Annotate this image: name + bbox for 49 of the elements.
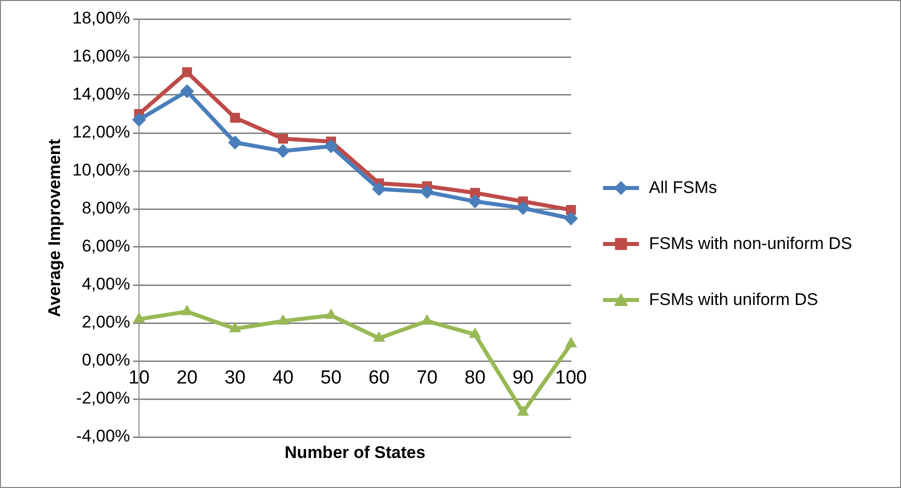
point	[180, 304, 194, 316]
y-tick-label: 14,00%	[72, 84, 130, 104]
point	[276, 314, 290, 325]
point	[182, 67, 192, 78]
legend-label: FSMs with uniform DS	[649, 289, 818, 311]
point	[230, 112, 240, 123]
y-tick-label: 4,00%	[82, 274, 130, 294]
point	[420, 314, 434, 325]
point	[564, 212, 578, 226]
legend-label: FSMs with non-uniform DS	[649, 233, 852, 255]
point	[228, 136, 242, 150]
x-tick-label: 40	[272, 368, 294, 389]
x-tick-label: 20	[176, 368, 198, 389]
y-tick-label: 8,00%	[82, 198, 130, 218]
y-axis-title: Average Improvement	[44, 138, 64, 317]
point	[468, 327, 482, 338]
point	[324, 139, 338, 154]
x-axis-title: Number of States	[284, 443, 426, 462]
point	[372, 182, 386, 196]
x-tick-label: 50	[320, 368, 342, 389]
y-tick-label: 18,00%	[72, 8, 130, 28]
x-tick-label: 30	[224, 368, 246, 389]
point	[564, 336, 578, 348]
legend-label: All FSMs	[649, 177, 717, 199]
y-tick-label: 10,00%	[72, 160, 130, 180]
y-tick-label: 16,00%	[72, 46, 130, 66]
point	[228, 322, 242, 332]
point	[372, 331, 386, 342]
x-tick-label: 60	[368, 368, 390, 389]
y-tick-label: 6,00%	[82, 236, 130, 256]
x-tick-label: 80	[464, 368, 486, 389]
point	[132, 112, 146, 127]
y-tick-label: -4,00%	[76, 426, 130, 446]
point	[468, 194, 482, 208]
point	[420, 184, 434, 199]
y-tick-label: 0,00%	[82, 350, 130, 370]
point	[278, 134, 288, 144]
y-tick-label: 12,00%	[72, 122, 130, 142]
x-tick-label: 90	[512, 368, 534, 389]
point	[516, 201, 530, 216]
y-tick-label: 2,00%	[82, 312, 130, 332]
x-tick-label: 10	[128, 368, 150, 389]
x-tick-label: 70	[416, 368, 438, 389]
point	[180, 84, 194, 98]
point	[516, 405, 530, 416]
point	[132, 312, 146, 323]
y-tick-label: -2,00%	[76, 388, 130, 408]
point	[276, 144, 290, 158]
x-tick-label: 100	[555, 368, 587, 389]
